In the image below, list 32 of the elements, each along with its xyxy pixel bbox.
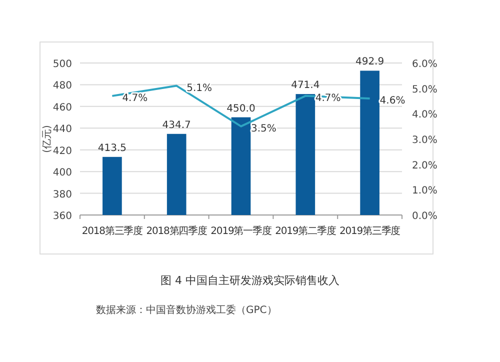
data-label: 492.9 <box>355 56 384 68</box>
x-tick-label: 2019第三季度 <box>339 225 401 237</box>
y2-tick-label: 0.0% <box>412 211 438 222</box>
data-label: 4.6% <box>380 95 406 106</box>
data-label: 5.1% <box>186 82 212 94</box>
y-tick-label: 440 <box>52 124 72 136</box>
y-tick-label: 480 <box>52 80 72 92</box>
text: 图 4 中国自主研发游戏实际销售收入 <box>160 274 340 287</box>
y-tick-label: 420 <box>52 146 72 157</box>
x-tick-label: 2019第一季度 <box>210 225 272 237</box>
y2-tick-label: 3.0% <box>412 135 438 146</box>
y2-tick-label: 6.0% <box>412 59 438 70</box>
data-label: 434.7 <box>162 120 191 131</box>
y-tick-label: 460 <box>52 102 72 114</box>
y-axis-title: (亿元) <box>42 125 53 153</box>
data-label: 471.4 <box>291 80 320 92</box>
y-tick-label: 500 <box>52 59 72 70</box>
y-tick-label: 360 <box>52 211 72 222</box>
y2-tick-label: 1.0% <box>412 186 438 197</box>
x-tick-label: 2018第三季度 <box>82 225 144 237</box>
data-label: 413.5 <box>98 142 127 154</box>
x-tick-label: 2018第四季度 <box>146 225 208 237</box>
data-label: 4.7% <box>122 92 148 104</box>
y-tick-label: 400 <box>52 168 72 179</box>
data-label: 3.5% <box>251 123 276 134</box>
y2-tick-label: 5.0% <box>412 84 438 96</box>
source-note: 数据来源：中国音数协游戏工委（GPC） <box>96 304 277 316</box>
y2-tick-label: 4.0% <box>412 110 438 121</box>
x-tick-label: 2019第二季度 <box>275 225 336 237</box>
data-label: 450.0 <box>226 103 256 114</box>
y-tick-label: 380 <box>52 189 72 200</box>
y2-tick-label: 2.0% <box>412 160 438 172</box>
